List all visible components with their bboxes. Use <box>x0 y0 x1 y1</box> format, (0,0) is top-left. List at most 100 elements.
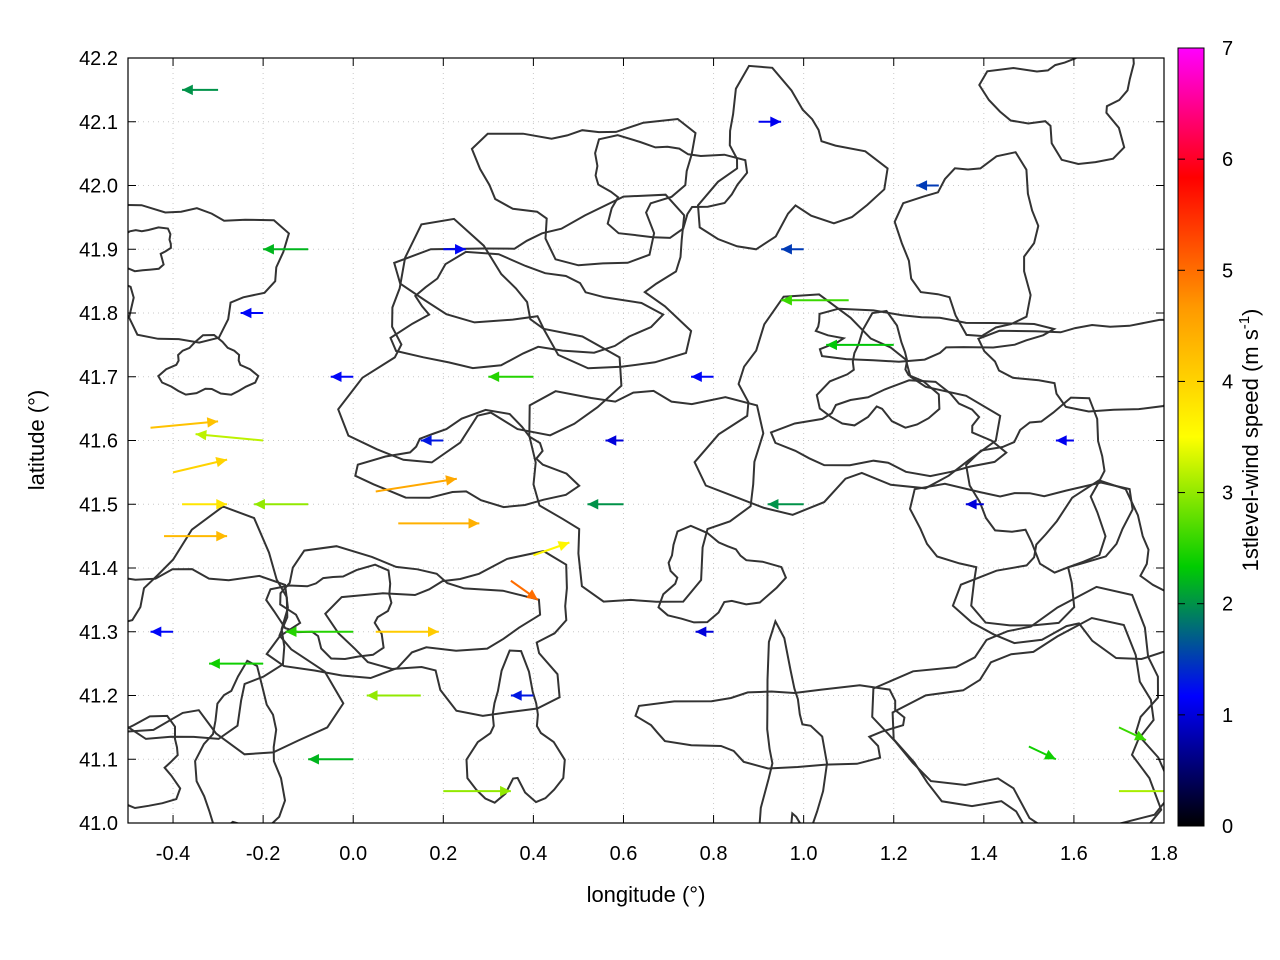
colorbar-title-end: ) <box>1238 309 1263 316</box>
y-axis-ticks: 41.0 41.1 41.2 41.3 41.4 41.5 41.6 41.7 41.8 41.9… <box>79 48 1164 835</box>
wind-vector <box>758 116 782 127</box>
contour-line <box>893 151 1040 338</box>
contour-line <box>696 64 889 251</box>
wind-vector <box>1028 745 1057 761</box>
wind-vector <box>366 690 421 701</box>
colorbar-ticks: 0 1 2 3 4 5 6 7 <box>1178 38 1233 838</box>
x-axis-ticks: -0.4 -0.2 0.0 0.2 0.4 0.6 0.8 1.0 1.2 1.4 1.6 1.8 <box>156 58 1178 865</box>
colorbar-tick-label: 4 <box>1222 371 1233 393</box>
x-tick-label: -0.4 <box>156 843 190 865</box>
grid-lines <box>128 57 1165 824</box>
y-tick-label: 41.8 <box>79 303 118 325</box>
contour-line <box>657 524 788 624</box>
wind-vector <box>150 417 219 429</box>
wind-vector <box>533 541 570 557</box>
wind-vector <box>254 499 309 510</box>
wind-vector <box>209 658 264 669</box>
contour-line <box>977 318 1164 413</box>
wind-vector <box>375 475 457 493</box>
contour-line <box>389 250 665 370</box>
wind-vector <box>420 435 444 446</box>
colorbar-tick-label: 6 <box>1222 149 1233 171</box>
wind-vector <box>375 626 439 637</box>
colorbar <box>1177 47 1205 827</box>
contour-line <box>128 568 289 740</box>
x-tick-label: 0.2 <box>429 843 457 865</box>
y-tick-label: 41.5 <box>79 494 118 516</box>
contour-line <box>978 58 1135 166</box>
wind-vector <box>285 626 354 637</box>
wind-vector <box>781 295 849 306</box>
contour-line <box>128 226 172 273</box>
colorbar-title-sup: -1 <box>1236 316 1253 329</box>
wind-vector <box>263 244 309 255</box>
contour-line <box>758 618 829 823</box>
wind-vector <box>488 371 534 382</box>
colorbar-tick-label: 7 <box>1222 38 1233 60</box>
wind-vector <box>195 429 264 442</box>
wind-vector <box>916 180 939 191</box>
wind-vector <box>510 579 539 601</box>
wind-vector <box>164 530 228 542</box>
y-tick-label: 41.3 <box>79 622 118 644</box>
wind-vector <box>182 84 219 96</box>
contour-line <box>324 550 568 717</box>
y-tick-label: 41.1 <box>79 749 118 771</box>
colorbar-title-main: 1stlevel-wind speed (m s <box>1238 329 1263 571</box>
contour-line <box>265 563 393 661</box>
contour-line <box>908 481 1134 627</box>
wind-vector <box>605 435 624 446</box>
contour-line <box>634 684 906 770</box>
x-tick-label: 1.6 <box>1060 843 1088 865</box>
wind-vector <box>330 371 354 382</box>
colorbar-tick-label: 2 <box>1222 594 1233 616</box>
x-tick-label: 1.4 <box>970 843 998 865</box>
contour-line <box>693 293 1002 516</box>
contour-line <box>951 479 1164 661</box>
wind-vector <box>398 518 480 529</box>
wind-vector <box>965 499 984 510</box>
x-tick-label: 1.2 <box>880 843 908 865</box>
y-tick-label: 41.4 <box>79 558 118 580</box>
contour-line <box>769 379 1008 478</box>
wind-vectors <box>150 84 1164 797</box>
x-tick-label: -0.2 <box>246 843 280 865</box>
y-tick-label: 42.0 <box>79 176 118 198</box>
colorbar-tick-label: 3 <box>1222 483 1233 505</box>
wind-vector <box>1118 790 1164 793</box>
contour-line <box>965 396 1107 574</box>
wind-vector <box>1118 726 1147 742</box>
contour-line <box>265 545 542 680</box>
wind-vector <box>443 244 466 255</box>
y-tick-label: 42.1 <box>79 112 118 134</box>
contour-line <box>528 389 765 603</box>
contour-line <box>128 203 291 344</box>
x-tick-label: 0.8 <box>700 843 728 865</box>
y-tick-label: 41.9 <box>79 239 118 261</box>
wind-vector <box>767 499 804 510</box>
contour-line <box>815 309 941 429</box>
colorbar-tick-label: 1 <box>1222 705 1233 727</box>
contour-line <box>157 333 260 396</box>
y-tick-label: 41.7 <box>79 367 118 389</box>
contour-line <box>194 659 287 823</box>
colorbar-tick-label: 0 <box>1222 816 1233 838</box>
x-tick-label: 0.0 <box>339 843 367 865</box>
y-tick-label: 42.2 <box>79 48 118 70</box>
contour-line <box>465 649 566 804</box>
y-tick-label: 41.0 <box>79 813 118 835</box>
wind-vector <box>1055 435 1074 446</box>
wind-vector <box>695 626 714 637</box>
contour-line <box>470 117 697 267</box>
wind-vector <box>510 690 534 701</box>
y-tick-label: 41.6 <box>79 431 118 453</box>
wind-vector <box>691 371 714 382</box>
contour-line <box>594 134 749 239</box>
x-axis-title: longitude (°) <box>587 882 706 907</box>
wind-vector <box>826 339 894 351</box>
wind-vector <box>240 307 264 319</box>
wind-vector <box>587 499 624 510</box>
x-tick-label: 1.0 <box>790 843 818 865</box>
contour-line <box>891 616 1163 823</box>
